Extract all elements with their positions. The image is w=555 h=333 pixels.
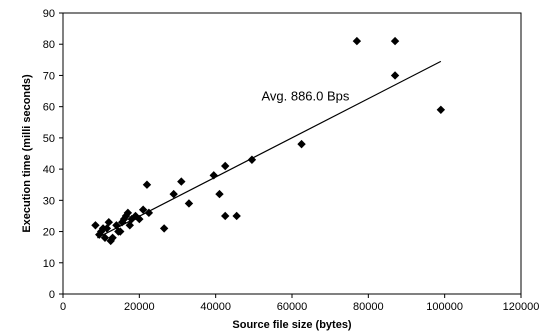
data-point — [209, 171, 218, 180]
data-point — [123, 208, 133, 218]
y-tick-label: 50 — [43, 133, 55, 145]
y-tick-label: 10 — [43, 258, 55, 270]
data-point — [116, 227, 125, 236]
data-point — [247, 155, 257, 164]
data-point — [232, 211, 241, 221]
data-point — [297, 139, 306, 149]
data-point — [390, 71, 400, 80]
x-tick-label: 0 — [60, 301, 66, 313]
y-tick-label: 80 — [43, 39, 55, 51]
trendline — [97, 60, 442, 239]
data-point — [102, 224, 112, 233]
y-axis-title: Execution time (milli seconds) — [21, 74, 33, 233]
data-point — [144, 208, 154, 218]
y-tick-label: 40 — [43, 164, 55, 176]
x-tick-label: 20000 — [124, 301, 155, 313]
data-point — [390, 36, 400, 46]
data-point — [221, 211, 230, 221]
x-tick-label: 40000 — [200, 301, 231, 313]
trendline-annotation: Avg. 886.0 Bps — [261, 88, 349, 103]
data-points — [91, 36, 446, 246]
data-point — [91, 221, 100, 230]
axes: 0 20000 40000 60000 80000 100000 120000 0 10 20 30… — [43, 8, 540, 313]
x-tick-label: 100000 — [426, 301, 463, 313]
data-point — [138, 205, 148, 214]
y-tick-label: 20 — [43, 227, 55, 239]
data-point — [159, 224, 169, 233]
data-point — [100, 233, 110, 242]
data-point — [177, 177, 186, 186]
data-point — [221, 161, 230, 171]
data-point — [184, 199, 194, 208]
plot-frame — [62, 12, 522, 295]
data-point — [135, 214, 144, 224]
y-tick-label: 60 — [43, 102, 55, 114]
y-tick-label: 70 — [43, 70, 55, 82]
y-tick-label: 0 — [49, 289, 55, 301]
trendline-group — [97, 60, 442, 239]
data-point — [104, 217, 113, 227]
x-tick-label: 60000 — [277, 301, 308, 313]
data-point — [436, 105, 446, 114]
data-point — [142, 180, 152, 189]
data-point — [352, 36, 362, 46]
data-point — [108, 233, 117, 242]
x-tick-label: 120000 — [503, 301, 540, 313]
x-tick-label: 80000 — [353, 301, 384, 313]
data-point — [112, 221, 121, 230]
data-point — [169, 189, 178, 199]
data-point — [215, 189, 224, 199]
y-tick-label: 90 — [43, 8, 55, 20]
y-tick-label: 30 — [43, 195, 55, 207]
data-point — [125, 221, 134, 230]
x-axis-title: Source file size (bytes) — [232, 319, 352, 331]
